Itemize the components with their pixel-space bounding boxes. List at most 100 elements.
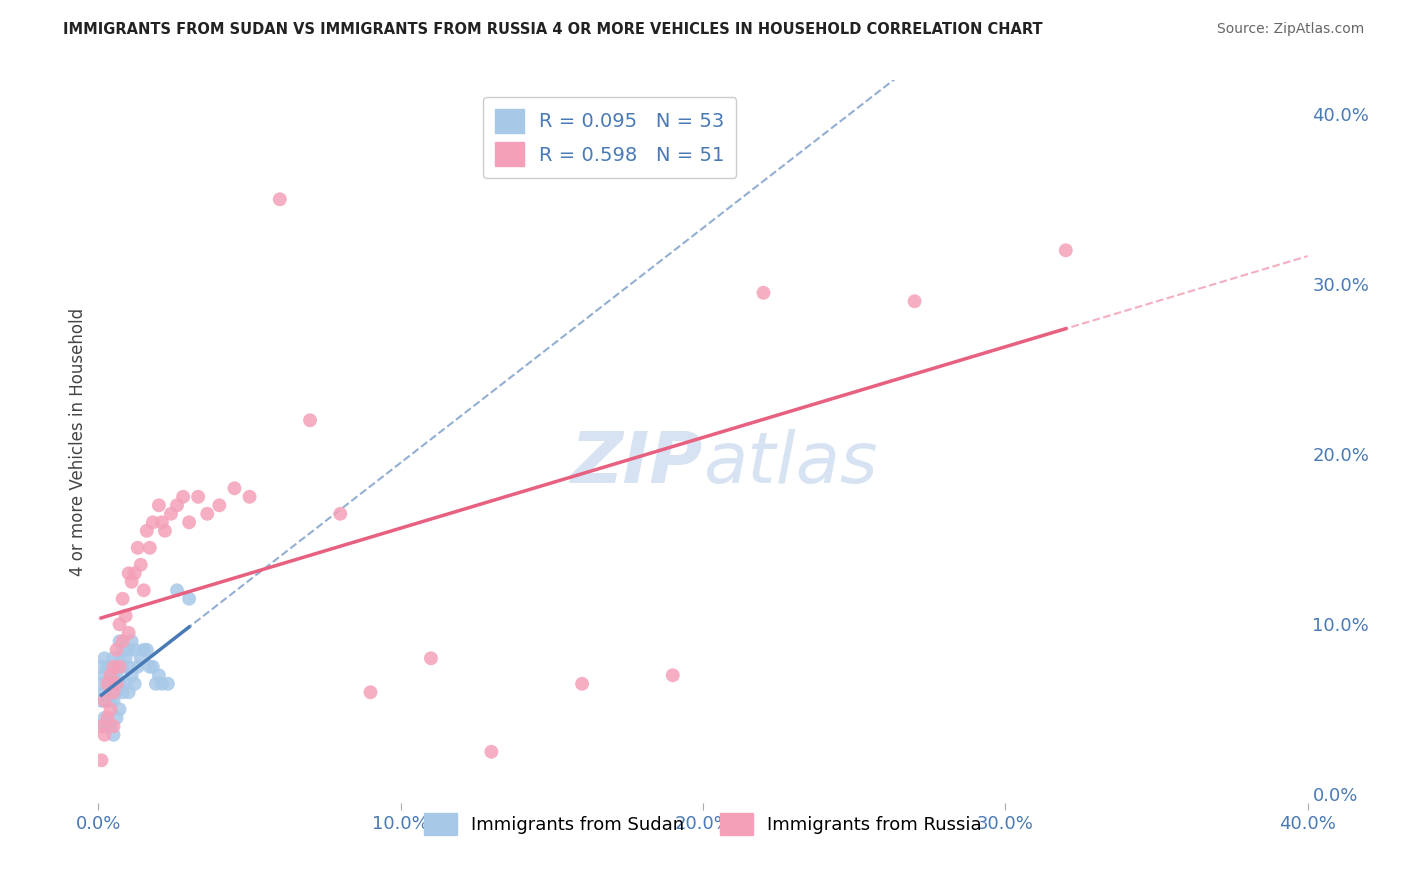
Point [114,677,136,691]
Point [100,694,122,708]
Point [142,516,165,530]
Point [160,507,183,521]
Point [111,660,134,674]
Point [93,711,115,725]
Point [224,481,246,495]
Point [100,677,122,691]
Point [105,711,128,725]
Point [135,642,157,657]
Point [481,745,503,759]
Y-axis label: 4 or more Vehicles in Household: 4 or more Vehicles in Household [69,308,87,575]
Point [93,728,115,742]
Point [105,685,128,699]
Point [96,694,118,708]
Point [103,694,125,708]
Point [145,677,167,691]
Point [96,719,118,733]
Point [142,660,165,674]
Point [166,498,188,512]
Point [172,490,194,504]
Point [114,651,136,665]
Point [124,677,146,691]
Point [100,668,122,682]
Text: Source: ZipAtlas.com: Source: ZipAtlas.com [1216,22,1364,37]
Point [111,642,134,657]
Point [208,498,231,512]
Point [96,711,118,725]
Point [103,677,125,691]
Point [239,490,262,504]
Point [111,685,134,699]
Point [150,516,173,530]
Point [90,660,112,674]
Point [105,668,128,682]
Point [100,668,122,682]
Point [105,660,128,674]
Point [329,507,352,521]
Point [132,583,155,598]
Point [187,490,209,504]
Point [103,660,125,674]
Point [153,524,176,538]
Point [103,719,125,733]
Point [103,651,125,665]
Text: atlas: atlas [703,429,877,498]
Point [118,660,141,674]
Point [103,668,125,682]
Point [139,541,162,555]
Point [124,642,146,657]
Point [129,558,152,572]
Point [166,583,188,598]
Point [1054,244,1077,258]
Point [150,677,173,691]
Point [118,685,141,699]
Point [121,574,143,589]
Point [299,413,322,427]
Point [118,566,141,581]
Point [108,677,131,691]
Point [90,694,112,708]
Point [135,524,157,538]
Text: ZIP: ZIP [571,429,703,498]
Point [90,753,112,767]
Point [111,634,134,648]
Point [96,660,118,674]
Point [571,677,593,691]
Point [105,677,128,691]
Point [148,668,170,682]
Text: IMMIGRANTS FROM SUDAN VS IMMIGRANTS FROM RUSSIA 4 OR MORE VEHICLES IN HOUSEHOLD : IMMIGRANTS FROM SUDAN VS IMMIGRANTS FROM… [63,22,1043,37]
Point [93,668,115,682]
Point [129,651,152,665]
Point [156,677,179,691]
Point [90,719,112,733]
Point [148,498,170,512]
Point [108,651,131,665]
Point [93,651,115,665]
Point [108,634,131,648]
Point [118,625,141,640]
Point [108,702,131,716]
Point [195,507,218,521]
Point [105,642,128,657]
Point [103,728,125,742]
Point [100,719,122,733]
Point [132,642,155,657]
Point [108,660,131,674]
Point [179,516,201,530]
Point [114,608,136,623]
Point [103,685,125,699]
Point [93,694,115,708]
Point [111,591,134,606]
Point [121,668,143,682]
Point [124,566,146,581]
Point [108,617,131,632]
Point [96,677,118,691]
Point [127,541,149,555]
Point [121,634,143,648]
Point [118,642,141,657]
Point [96,677,118,691]
Point [269,192,291,206]
Point [90,719,112,733]
Point [100,702,122,716]
Point [179,591,201,606]
